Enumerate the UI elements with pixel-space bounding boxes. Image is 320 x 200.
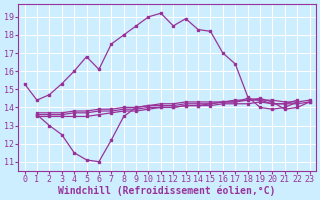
- X-axis label: Windchill (Refroidissement éolien,°C): Windchill (Refroidissement éolien,°C): [58, 185, 276, 196]
